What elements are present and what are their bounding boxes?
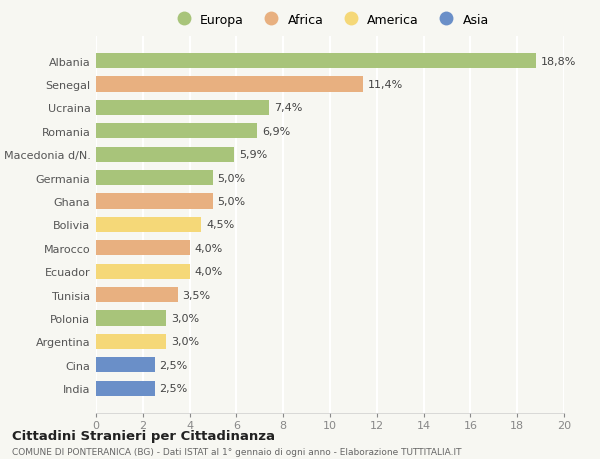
- Text: 6,9%: 6,9%: [262, 127, 290, 136]
- Text: 3,0%: 3,0%: [171, 313, 199, 323]
- Bar: [96, 287, 178, 302]
- Bar: [96, 241, 190, 256]
- Text: 2,5%: 2,5%: [159, 383, 187, 393]
- Text: 5,0%: 5,0%: [218, 173, 246, 183]
- Bar: [96, 54, 536, 69]
- Text: 3,5%: 3,5%: [182, 290, 211, 300]
- Text: 11,4%: 11,4%: [367, 80, 403, 90]
- Bar: [96, 147, 234, 162]
- Text: 7,4%: 7,4%: [274, 103, 302, 113]
- Bar: [96, 311, 166, 326]
- Text: 2,5%: 2,5%: [159, 360, 187, 370]
- Text: 4,5%: 4,5%: [206, 220, 234, 230]
- Text: 4,0%: 4,0%: [194, 267, 223, 277]
- Legend: Europa, Africa, America, Asia: Europa, Africa, America, Asia: [171, 14, 489, 27]
- Bar: [96, 217, 202, 233]
- Text: 5,0%: 5,0%: [218, 196, 246, 207]
- Bar: [96, 264, 190, 279]
- Text: Cittadini Stranieri per Cittadinanza: Cittadini Stranieri per Cittadinanza: [12, 429, 275, 442]
- Bar: [96, 101, 269, 116]
- Text: 18,8%: 18,8%: [541, 56, 576, 67]
- Bar: [96, 77, 363, 92]
- Bar: [96, 381, 155, 396]
- Text: 5,9%: 5,9%: [239, 150, 267, 160]
- Text: 3,0%: 3,0%: [171, 337, 199, 347]
- Bar: [96, 171, 213, 186]
- Text: 4,0%: 4,0%: [194, 243, 223, 253]
- Bar: [96, 358, 155, 373]
- Text: COMUNE DI PONTERANICA (BG) - Dati ISTAT al 1° gennaio di ogni anno - Elaborazion: COMUNE DI PONTERANICA (BG) - Dati ISTAT …: [12, 448, 461, 457]
- Bar: [96, 334, 166, 349]
- Bar: [96, 194, 213, 209]
- Bar: [96, 124, 257, 139]
